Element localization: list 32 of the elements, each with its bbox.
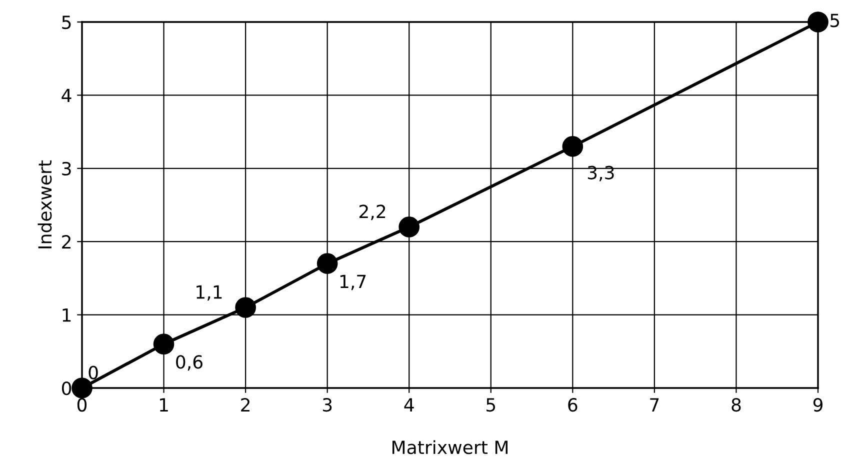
point (153, 334, 174, 354)
point (316, 253, 338, 274)
x-tick-label: 0 (77, 398, 87, 412)
x-tick-label: 9 (813, 398, 822, 412)
point (808, 12, 828, 32)
y-tick-label: 4 (62, 88, 72, 102)
y-axis-title: Indexwert (38, 160, 52, 248)
data-label: 5 (830, 14, 840, 28)
point (398, 216, 420, 238)
x-tick-label: 4 (404, 398, 414, 412)
point (72, 378, 92, 398)
x-tick-label: 8 (732, 398, 741, 412)
x-tick-label: 6 (568, 398, 578, 412)
x-axis-title: Matrixwert M (392, 440, 508, 454)
data-label: 0 (88, 366, 98, 380)
data-label: 3,3 (588, 166, 614, 182)
y-tick-label: 5 (62, 16, 71, 30)
data-label: 1,1 (196, 285, 222, 301)
x-tick-label: 3 (322, 398, 332, 412)
data-label: 2,2 (360, 204, 386, 220)
y-tick-label: 0 (62, 381, 72, 396)
data-label: 0,6 (176, 355, 202, 371)
x-tick-label: 7 (650, 398, 659, 412)
point (235, 297, 256, 318)
x-tick-label: 5 (486, 398, 496, 412)
point (562, 136, 584, 157)
x-tick-label: 1 (160, 398, 168, 412)
data-label: 1,7 (340, 274, 366, 290)
y-tick-label: 3 (62, 162, 71, 176)
y-tick-label: 2 (62, 235, 70, 248)
y-tick-label: 1 (62, 308, 71, 322)
x-tick-label: 2 (241, 398, 250, 412)
